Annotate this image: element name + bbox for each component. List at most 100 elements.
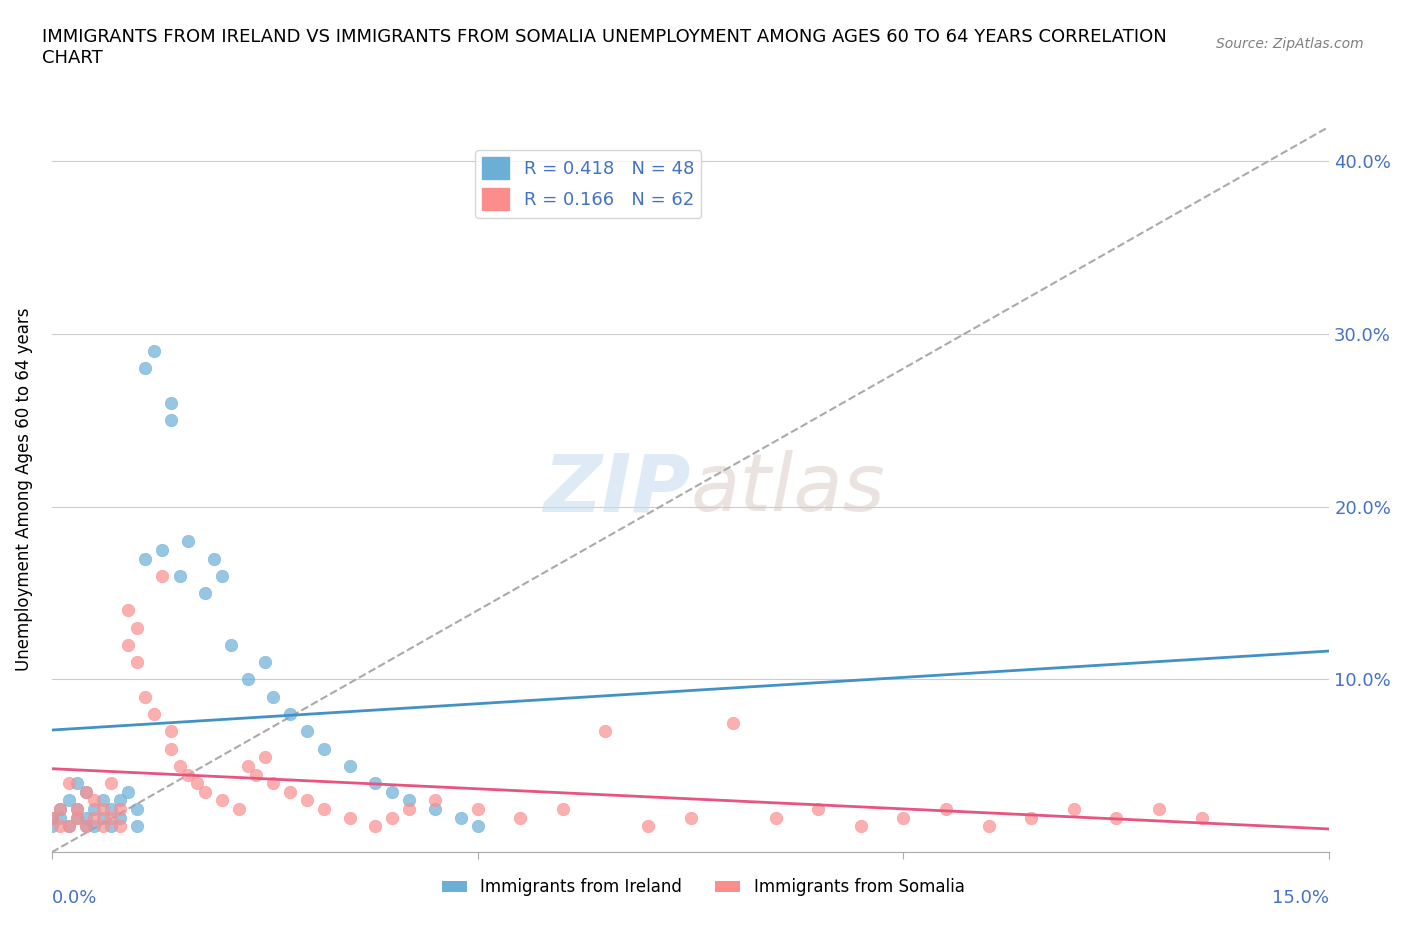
- Point: [202, 551, 225, 566]
- Point: [83, 793, 105, 808]
- Point: [262, 776, 284, 790]
- Point: [186, 776, 208, 790]
- Point: [41, 810, 63, 825]
- Point: [450, 810, 472, 825]
- Point: [41, 819, 63, 834]
- Point: [551, 802, 574, 817]
- Point: [211, 568, 233, 583]
- Point: [935, 802, 957, 817]
- Point: [134, 689, 156, 704]
- Point: [91, 793, 114, 808]
- Point: [1147, 802, 1170, 817]
- Point: [142, 344, 165, 359]
- Point: [364, 776, 387, 790]
- Point: [339, 759, 361, 774]
- Point: [75, 810, 97, 825]
- Point: [83, 810, 105, 825]
- Point: [236, 672, 259, 687]
- Point: [314, 741, 336, 756]
- Point: [679, 810, 702, 825]
- Point: [108, 802, 131, 817]
- Text: IMMIGRANTS FROM IRELAND VS IMMIGRANTS FROM SOMALIA UNEMPLOYMENT AMONG AGES 60 TO: IMMIGRANTS FROM IRELAND VS IMMIGRANTS FR…: [42, 28, 1167, 67]
- Point: [211, 793, 233, 808]
- Point: [66, 802, 89, 817]
- Point: [398, 802, 420, 817]
- Point: [152, 568, 174, 583]
- Point: [125, 655, 148, 670]
- Point: [467, 819, 489, 834]
- Point: [142, 707, 165, 722]
- Point: [66, 810, 89, 825]
- Point: [194, 586, 217, 601]
- Point: [177, 534, 200, 549]
- Point: [125, 620, 148, 635]
- Point: [49, 802, 72, 817]
- Point: [1191, 810, 1213, 825]
- Text: ZIP: ZIP: [543, 450, 690, 528]
- Point: [83, 819, 105, 834]
- Point: [169, 759, 191, 774]
- Point: [108, 819, 131, 834]
- Point: [66, 776, 89, 790]
- Point: [75, 784, 97, 799]
- Point: [297, 724, 319, 738]
- Point: [297, 793, 319, 808]
- Point: [49, 802, 72, 817]
- Point: [1063, 802, 1085, 817]
- Point: [381, 810, 404, 825]
- Point: [66, 802, 89, 817]
- Point: [91, 810, 114, 825]
- Point: [100, 776, 122, 790]
- Point: [721, 715, 744, 730]
- Point: [236, 759, 259, 774]
- Point: [117, 637, 139, 652]
- Point: [58, 776, 80, 790]
- Point: [423, 793, 446, 808]
- Point: [108, 810, 131, 825]
- Point: [262, 689, 284, 704]
- Point: [66, 810, 89, 825]
- Point: [228, 802, 250, 817]
- Point: [423, 802, 446, 817]
- Point: [117, 603, 139, 618]
- Legend: R = 0.418   N = 48, R = 0.166   N = 62: R = 0.418 N = 48, R = 0.166 N = 62: [475, 150, 702, 218]
- Point: [100, 802, 122, 817]
- Point: [100, 810, 122, 825]
- Point: [41, 810, 63, 825]
- Point: [278, 707, 301, 722]
- Point: [49, 819, 72, 834]
- Point: [253, 750, 276, 764]
- Point: [1019, 810, 1042, 825]
- Point: [108, 793, 131, 808]
- Point: [177, 767, 200, 782]
- Point: [807, 802, 830, 817]
- Point: [893, 810, 915, 825]
- Point: [134, 551, 156, 566]
- Y-axis label: Unemployment Among Ages 60 to 64 years: Unemployment Among Ages 60 to 64 years: [15, 308, 32, 671]
- Text: 15.0%: 15.0%: [1272, 889, 1329, 908]
- Point: [339, 810, 361, 825]
- Text: atlas: atlas: [690, 450, 886, 528]
- Legend: Immigrants from Ireland, Immigrants from Somalia: Immigrants from Ireland, Immigrants from…: [434, 871, 972, 903]
- Point: [765, 810, 787, 825]
- Point: [381, 784, 404, 799]
- Point: [194, 784, 217, 799]
- Point: [58, 819, 80, 834]
- Point: [160, 741, 183, 756]
- Point: [134, 361, 156, 376]
- Point: [160, 395, 183, 410]
- Point: [314, 802, 336, 817]
- Point: [169, 568, 191, 583]
- Point: [467, 802, 489, 817]
- Point: [160, 413, 183, 428]
- Point: [49, 810, 72, 825]
- Point: [1105, 810, 1128, 825]
- Text: 0.0%: 0.0%: [52, 889, 97, 908]
- Point: [125, 802, 148, 817]
- Text: Source: ZipAtlas.com: Source: ZipAtlas.com: [1216, 37, 1364, 51]
- Point: [637, 819, 659, 834]
- Point: [125, 819, 148, 834]
- Point: [398, 793, 420, 808]
- Point: [364, 819, 387, 834]
- Point: [75, 819, 97, 834]
